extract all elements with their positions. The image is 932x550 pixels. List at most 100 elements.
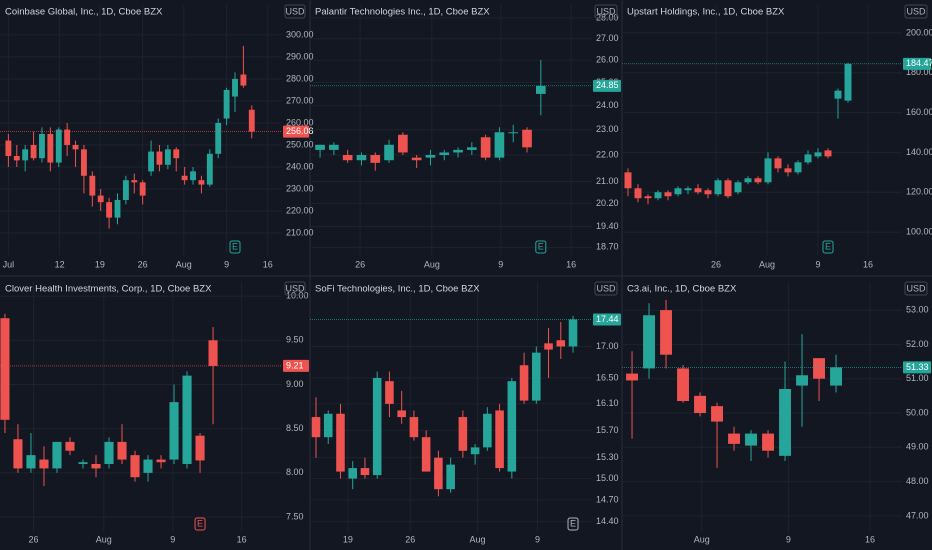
last-price-box [593, 79, 621, 92]
candle-body [824, 150, 832, 157]
y-tick-label: 16.10 [596, 398, 619, 408]
candle-body [643, 315, 655, 369]
candle-body [78, 462, 88, 464]
candle-body [215, 122, 222, 154]
earnings-marker [229, 240, 241, 254]
candle-body [148, 151, 155, 172]
candle-body [181, 175, 188, 181]
candle-body [745, 433, 757, 446]
candle-body [644, 196, 652, 199]
last-price-box [903, 57, 931, 70]
candle-body [130, 455, 140, 478]
candle-body [372, 377, 382, 476]
candle-body [122, 180, 129, 200]
candle-body [834, 90, 842, 99]
candle-body [483, 413, 492, 448]
candle-body [47, 133, 54, 163]
y-tick-label: 50.00 [906, 407, 929, 417]
candle-body [360, 468, 370, 476]
chart-title: Coinbase Global, Inc., 1D, Cboe BZX [5, 7, 163, 18]
candle-body [446, 464, 455, 490]
candle-body [704, 190, 712, 195]
chart-title: Upstart Holdings, Inc., 1D, Cboe BZX [627, 7, 785, 18]
currency-box [594, 4, 618, 19]
currency-box [594, 281, 618, 296]
candle-body [164, 149, 171, 165]
y-tick-label: 15.30 [596, 452, 619, 462]
y-tick-label: 18.70 [596, 242, 619, 252]
candle-body [453, 149, 463, 153]
candle-body [39, 459, 49, 469]
x-tick-label: 9 [786, 534, 791, 544]
candle-body [5, 140, 12, 156]
candle-body [397, 410, 406, 418]
currency-box [284, 281, 306, 296]
y-tick-label: 8.00 [286, 467, 304, 477]
y-tick-label: 16.50 [596, 372, 619, 382]
x-tick-label: 19 [343, 534, 353, 544]
earnings-label: E [197, 518, 203, 528]
candle-body [89, 175, 96, 196]
y-tick-label: 300.00 [286, 29, 314, 39]
currency-label: USD [906, 283, 926, 293]
last-price-label: 17.44 [596, 314, 619, 324]
candle-body [52, 441, 62, 469]
candle-body [385, 381, 394, 404]
candle-body [734, 182, 742, 193]
y-tick-label: 210.00 [286, 227, 314, 237]
candle-body [467, 147, 477, 150]
y-tick-label: 24.00 [596, 100, 619, 110]
candle-body [470, 447, 480, 455]
y-tick-label: 51.00 [906, 373, 929, 383]
last-price-label: 24.85 [596, 80, 619, 90]
candle-body [13, 439, 23, 469]
candle-body [97, 195, 104, 203]
last-price-box [283, 125, 309, 138]
candle-body [728, 433, 740, 444]
candle-body [104, 441, 114, 464]
y-tick-label: 14.70 [596, 494, 619, 504]
candle-body [813, 358, 825, 379]
candle-body [684, 188, 692, 191]
earnings-label: E [570, 518, 576, 528]
currency-label: USD [285, 6, 305, 16]
candle-body [814, 152, 822, 157]
y-tick-label: 53.00 [906, 304, 929, 314]
earnings-label: E [825, 241, 831, 251]
candle-body [143, 459, 153, 473]
candle-body [784, 168, 792, 173]
currency-box [904, 281, 928, 296]
candle-body [556, 340, 566, 347]
candle-body [117, 441, 127, 460]
y-tick-label: 8.50 [286, 423, 304, 433]
candle-body [519, 365, 529, 401]
last-price-box [283, 359, 309, 372]
x-tick-label: Aug [694, 534, 710, 544]
candle-body [544, 343, 553, 350]
y-tick-label: 10.00 [286, 291, 309, 301]
candle-body [223, 89, 230, 119]
candle-body [626, 373, 638, 381]
candle-body [425, 155, 436, 158]
y-tick-label: 9.00 [286, 379, 304, 389]
last-price-label: 51.33 [906, 362, 929, 372]
candle-body [664, 192, 672, 197]
x-tick-label: 26 [355, 259, 365, 269]
candle-body [677, 368, 689, 401]
last-price-label: 9.21 [286, 360, 304, 370]
candle-body [114, 199, 121, 218]
candle-body [398, 134, 408, 153]
x-tick-label: 16 [263, 259, 273, 269]
candle-body [754, 178, 762, 183]
candle-body [156, 151, 163, 165]
last-price-box [903, 361, 931, 374]
candle-body [794, 162, 802, 173]
candle-body [744, 178, 752, 183]
candle-body [169, 402, 179, 460]
candle-body [458, 417, 468, 451]
x-tick-label: Aug [424, 259, 440, 269]
x-tick-label: 9 [815, 259, 820, 269]
x-tick-label: 9 [224, 259, 229, 269]
y-tick-label: 280.00 [286, 73, 314, 83]
